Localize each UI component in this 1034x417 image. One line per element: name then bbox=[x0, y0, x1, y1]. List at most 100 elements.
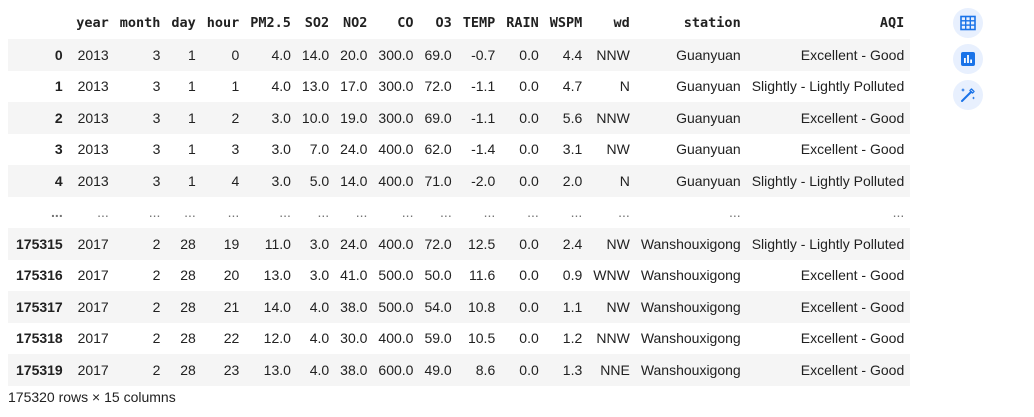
table-cell: ... bbox=[184, 204, 196, 221]
table-row: 175316 2017 2 28 20 13.0 3.0 41.0 500.0 50.0 11.6 0… bbox=[8, 260, 910, 292]
column-header: hour bbox=[206, 15, 240, 31]
table-cell: 49.0 bbox=[424, 361, 452, 378]
generate-code-button[interactable] bbox=[953, 80, 983, 110]
table-cell: 2017 bbox=[77, 267, 109, 284]
table-cell: ... bbox=[148, 204, 161, 221]
table-cell: ... bbox=[892, 204, 905, 221]
table-cell: 69.0 bbox=[424, 109, 452, 126]
table-cell: 24.0 bbox=[340, 235, 368, 252]
table-cell: 2 bbox=[231, 109, 240, 126]
table-cell: 1.3 bbox=[562, 361, 583, 378]
table-cell: 500.0 bbox=[378, 298, 414, 315]
table-cell: 5.6 bbox=[562, 109, 583, 126]
table-cell: 22 bbox=[223, 330, 240, 347]
table-cell: 400.0 bbox=[378, 330, 414, 347]
table-cell: 4.0 bbox=[309, 298, 330, 315]
table-cell: 54.0 bbox=[424, 298, 452, 315]
table-cell: 69.0 bbox=[424, 46, 452, 63]
table-cell: 10.5 bbox=[467, 330, 496, 347]
table-cell: NNW bbox=[596, 330, 630, 347]
table-cell: 3.0 bbox=[271, 109, 291, 126]
table-cell: 3.0 bbox=[309, 267, 330, 284]
table-cell: 14.0 bbox=[340, 172, 368, 189]
table-row: 4 2013 3 1 4 3.0 5.0 14.0 400.0 71.0 -2.0 0.0 2.0 N Gu… bbox=[8, 165, 910, 197]
dataframe-output: year month day hour PM2.5 SO2 NO2 CO O3 TEMP RAIN W… bbox=[8, 7, 910, 386]
table-cell: NW bbox=[606, 298, 630, 315]
table-cell: 0.0 bbox=[519, 298, 539, 315]
table-cell: ... bbox=[227, 204, 240, 221]
table-cell: 72.0 bbox=[424, 78, 452, 95]
dataframe-shape-label: 175320 rows × 15 columns bbox=[8, 389, 176, 405]
table-cell: Guanyuan bbox=[676, 141, 741, 158]
table-cell: Excellent - Good bbox=[800, 141, 905, 158]
table-row: 1 2013 3 1 1 4.0 13.0 17.0 300.0 72.0 -1.1 0.0 4.7 N G… bbox=[8, 71, 910, 103]
table-cell: 3 bbox=[152, 172, 161, 189]
table-cell: 30.0 bbox=[340, 330, 368, 347]
table-cell: 3 bbox=[152, 141, 161, 158]
chart-icon bbox=[959, 50, 977, 68]
table-cell: 20 bbox=[223, 267, 240, 284]
table-header: year month day hour PM2.5 SO2 NO2 CO O3 TEMP RAIN W… bbox=[8, 7, 910, 39]
column-header: TEMP bbox=[462, 15, 496, 31]
table-cell: 17.0 bbox=[340, 78, 368, 95]
output-toolbar bbox=[953, 8, 985, 116]
table-cell: 300.0 bbox=[378, 78, 414, 95]
row-index: 175316 bbox=[16, 267, 63, 284]
table-cell: 0.0 bbox=[519, 330, 539, 347]
header-row: year month day hour PM2.5 SO2 NO2 CO O3 TEMP RAIN W… bbox=[8, 7, 910, 39]
table-cell: 2 bbox=[152, 330, 161, 347]
table-cell: 0.0 bbox=[519, 78, 539, 95]
table-cell: 0.0 bbox=[519, 235, 539, 252]
table-cell: 1 bbox=[231, 78, 240, 95]
table-row: 175315 2017 2 28 19 11.0 3.0 24.0 400.0 72.0 12.5 0… bbox=[8, 228, 910, 260]
row-index: 4 bbox=[54, 172, 63, 189]
table-cell: 4.4 bbox=[562, 46, 583, 63]
table-cell: 1 bbox=[187, 109, 196, 126]
table-cell: ... bbox=[483, 204, 496, 221]
convert-to-table-button[interactable] bbox=[953, 8, 983, 38]
table-cell: 3.0 bbox=[271, 172, 291, 189]
table-cell: 1 bbox=[187, 141, 196, 158]
table-cell: 12.5 bbox=[467, 235, 496, 252]
table-cell: 0.0 bbox=[519, 109, 539, 126]
table-cell: N bbox=[619, 78, 630, 95]
table-cell: 19.0 bbox=[340, 109, 368, 126]
table-cell: 28 bbox=[180, 330, 196, 347]
table-cell: Excellent - Good bbox=[800, 109, 905, 126]
table-cell: 600.0 bbox=[378, 361, 414, 378]
table-cell: Wanshouxigong bbox=[640, 361, 741, 378]
table-cell: 4.7 bbox=[562, 78, 583, 95]
table-cell: ... bbox=[355, 204, 368, 221]
column-header: year bbox=[76, 15, 109, 31]
table-cell: 28 bbox=[180, 235, 196, 252]
table-row: 2 2013 3 1 2 3.0 10.0 19.0 300.0 69.0 -1.1 0.0 5.6 NN… bbox=[8, 102, 910, 134]
table-cell: Guanyuan bbox=[676, 78, 741, 95]
table-cell: 2013 bbox=[77, 172, 109, 189]
table-cell: 20.0 bbox=[340, 46, 368, 63]
table-cell: 38.0 bbox=[340, 298, 368, 315]
table-cell: 0.0 bbox=[519, 46, 539, 63]
table-cell: ... bbox=[618, 204, 630, 221]
table-cell: 1 bbox=[187, 172, 196, 189]
table-cell: 0.0 bbox=[519, 361, 539, 378]
table-cell: 11.6 bbox=[469, 267, 496, 284]
table-cell: 400.0 bbox=[378, 172, 414, 189]
table-cell: -2.0 bbox=[471, 172, 496, 189]
table-cell: Slightly - Lightly Polluted bbox=[751, 235, 905, 252]
table-cell: 3 bbox=[152, 78, 161, 95]
table-body: 0 2013 3 1 0 4.0 14.0 20.0 300.0 69.0 -0.7 0.0 4.4 NN… bbox=[8, 39, 910, 386]
table-cell: 4.0 bbox=[271, 46, 291, 63]
table-row: 175318 2017 2 28 22 12.0 4.0 30.0 400.0 59.0 10.5 0… bbox=[8, 323, 910, 355]
table-cell: 5.0 bbox=[309, 172, 330, 189]
table-cell: 41.0 bbox=[340, 267, 368, 284]
column-header: day bbox=[171, 15, 196, 31]
table-cell: 0.9 bbox=[562, 267, 583, 284]
row-index: 3 bbox=[54, 141, 63, 158]
table-cell: 2017 bbox=[77, 330, 109, 347]
table-cell: 10.8 bbox=[467, 298, 496, 315]
table-cell: 71.0 bbox=[424, 172, 452, 189]
table-cell: NW bbox=[606, 141, 630, 158]
column-header: WSPM bbox=[549, 15, 583, 31]
suggest-charts-button[interactable] bbox=[953, 44, 983, 74]
table-cell: ... bbox=[570, 204, 583, 221]
